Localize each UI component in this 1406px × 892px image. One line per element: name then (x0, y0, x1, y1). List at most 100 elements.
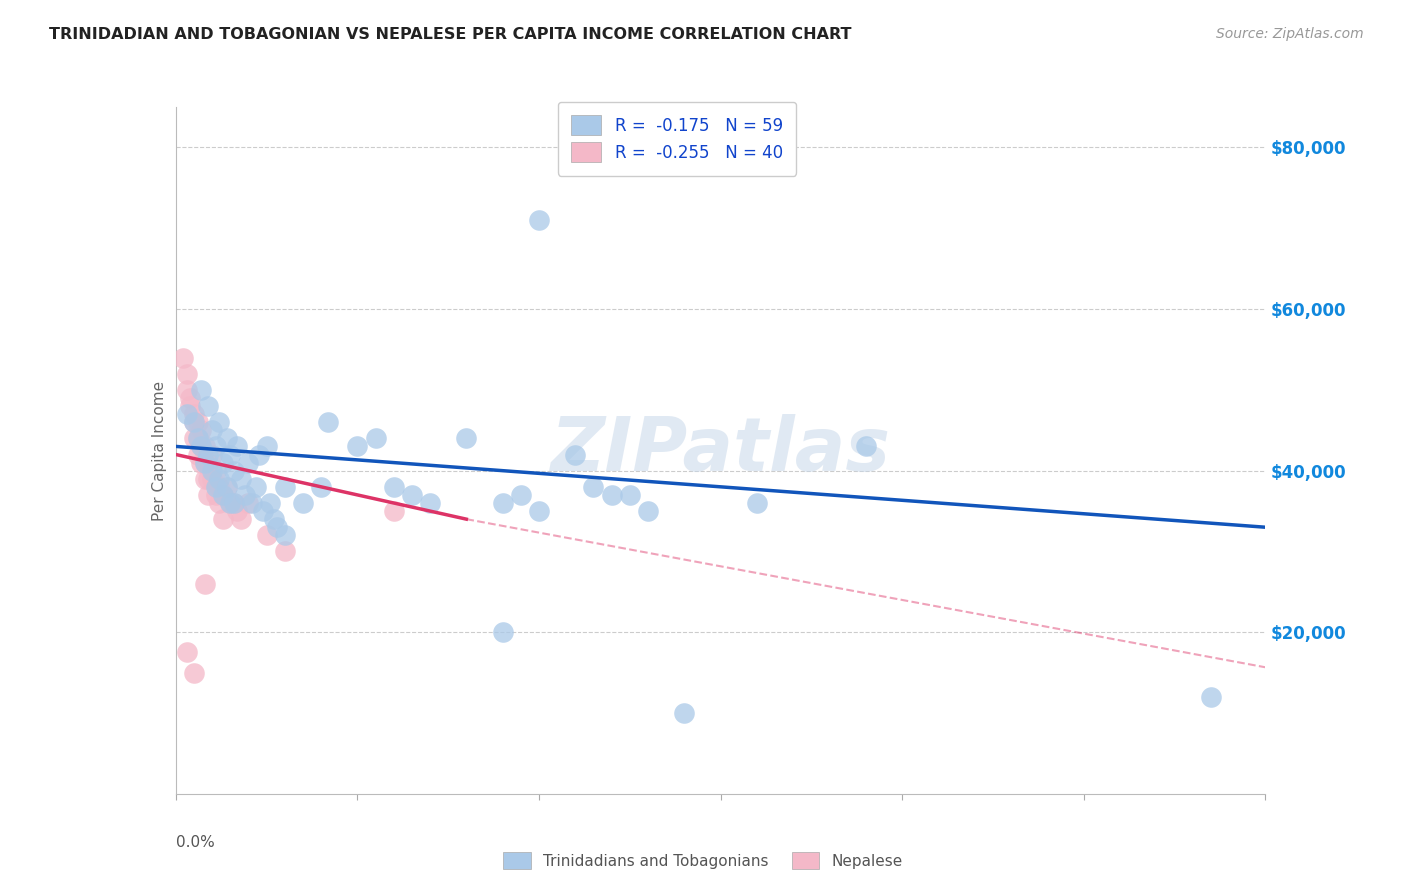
Point (619, 488, 641, 502)
Point (492, 625, 515, 640)
Point (194, 439, 217, 453)
Point (247, 448, 270, 462)
Point (401, 488, 423, 502)
Point (238, 496, 260, 510)
Point (346, 439, 368, 453)
Point (183, 665, 205, 680)
Point (318, 415, 340, 429)
Point (183, 415, 205, 429)
Point (183, 415, 205, 429)
Point (219, 496, 242, 510)
Point (204, 488, 226, 502)
Point (190, 423, 212, 437)
Point (222, 496, 245, 510)
Point (245, 480, 267, 494)
Point (226, 504, 249, 518)
Point (259, 496, 281, 510)
Point (197, 456, 219, 470)
Point (419, 496, 441, 510)
Point (201, 448, 224, 462)
Point (274, 544, 297, 558)
Point (179, 391, 201, 405)
Point (208, 496, 231, 510)
Point (212, 488, 235, 502)
Point (194, 472, 217, 486)
Point (204, 439, 226, 453)
Point (240, 496, 263, 510)
Point (190, 456, 212, 470)
Point (208, 472, 231, 486)
Point (197, 472, 219, 486)
Point (219, 448, 242, 462)
Legend: Trinidadians and Tobagonians, Nepalese: Trinidadians and Tobagonians, Nepalese (498, 846, 908, 875)
Point (226, 439, 249, 453)
Point (222, 464, 245, 478)
Point (492, 496, 515, 510)
Point (172, 351, 194, 365)
Point (263, 512, 285, 526)
Point (252, 504, 274, 518)
Point (194, 576, 217, 591)
Point (186, 431, 209, 445)
Point (201, 423, 224, 437)
Point (183, 407, 205, 421)
Point (190, 439, 212, 453)
Point (600, 488, 623, 502)
Point (637, 504, 659, 518)
Point (208, 415, 231, 429)
Point (382, 480, 405, 494)
Point (194, 456, 217, 470)
Point (186, 448, 209, 462)
Point (274, 480, 297, 494)
Point (194, 456, 217, 470)
Point (179, 399, 201, 413)
Point (208, 480, 231, 494)
Point (855, 439, 877, 453)
Point (456, 431, 478, 445)
Point (364, 431, 387, 445)
Point (186, 415, 209, 429)
Point (186, 431, 209, 445)
Point (582, 480, 605, 494)
Point (266, 520, 288, 534)
Point (204, 464, 226, 478)
Point (212, 488, 235, 502)
Point (197, 448, 219, 462)
Point (212, 512, 235, 526)
Legend: R =  -0.175   N = 59, R =  -0.255   N = 40: R = -0.175 N = 59, R = -0.255 N = 40 (558, 102, 796, 176)
Point (233, 488, 256, 502)
Point (222, 496, 245, 510)
Point (215, 431, 238, 445)
Text: 0.0%: 0.0% (176, 835, 215, 850)
Point (215, 480, 238, 494)
Point (215, 480, 238, 494)
Point (527, 213, 550, 227)
Point (256, 528, 278, 542)
Point (197, 399, 219, 413)
Point (274, 528, 297, 542)
Point (673, 706, 696, 720)
Point (291, 496, 314, 510)
Point (212, 456, 235, 470)
Text: Source: ZipAtlas.com: Source: ZipAtlas.com (1216, 27, 1364, 41)
Point (183, 431, 205, 445)
Point (256, 439, 278, 453)
Point (190, 383, 212, 397)
Point (190, 439, 212, 453)
Point (176, 367, 198, 381)
Text: ZIPatlas: ZIPatlas (551, 414, 890, 487)
Point (204, 480, 226, 494)
Point (527, 504, 550, 518)
Point (176, 383, 198, 397)
Point (238, 456, 260, 470)
Point (509, 488, 531, 502)
Point (564, 448, 586, 462)
Text: TRINIDADIAN AND TOBAGONIAN VS NEPALESE PER CAPITA INCOME CORRELATION CHART: TRINIDADIAN AND TOBAGONIAN VS NEPALESE P… (49, 27, 852, 42)
Point (745, 496, 768, 510)
Y-axis label: Per Capita Income: Per Capita Income (152, 380, 167, 521)
Point (231, 472, 253, 486)
Point (197, 488, 219, 502)
Point (201, 464, 224, 478)
Point (201, 472, 224, 486)
Point (231, 512, 253, 526)
